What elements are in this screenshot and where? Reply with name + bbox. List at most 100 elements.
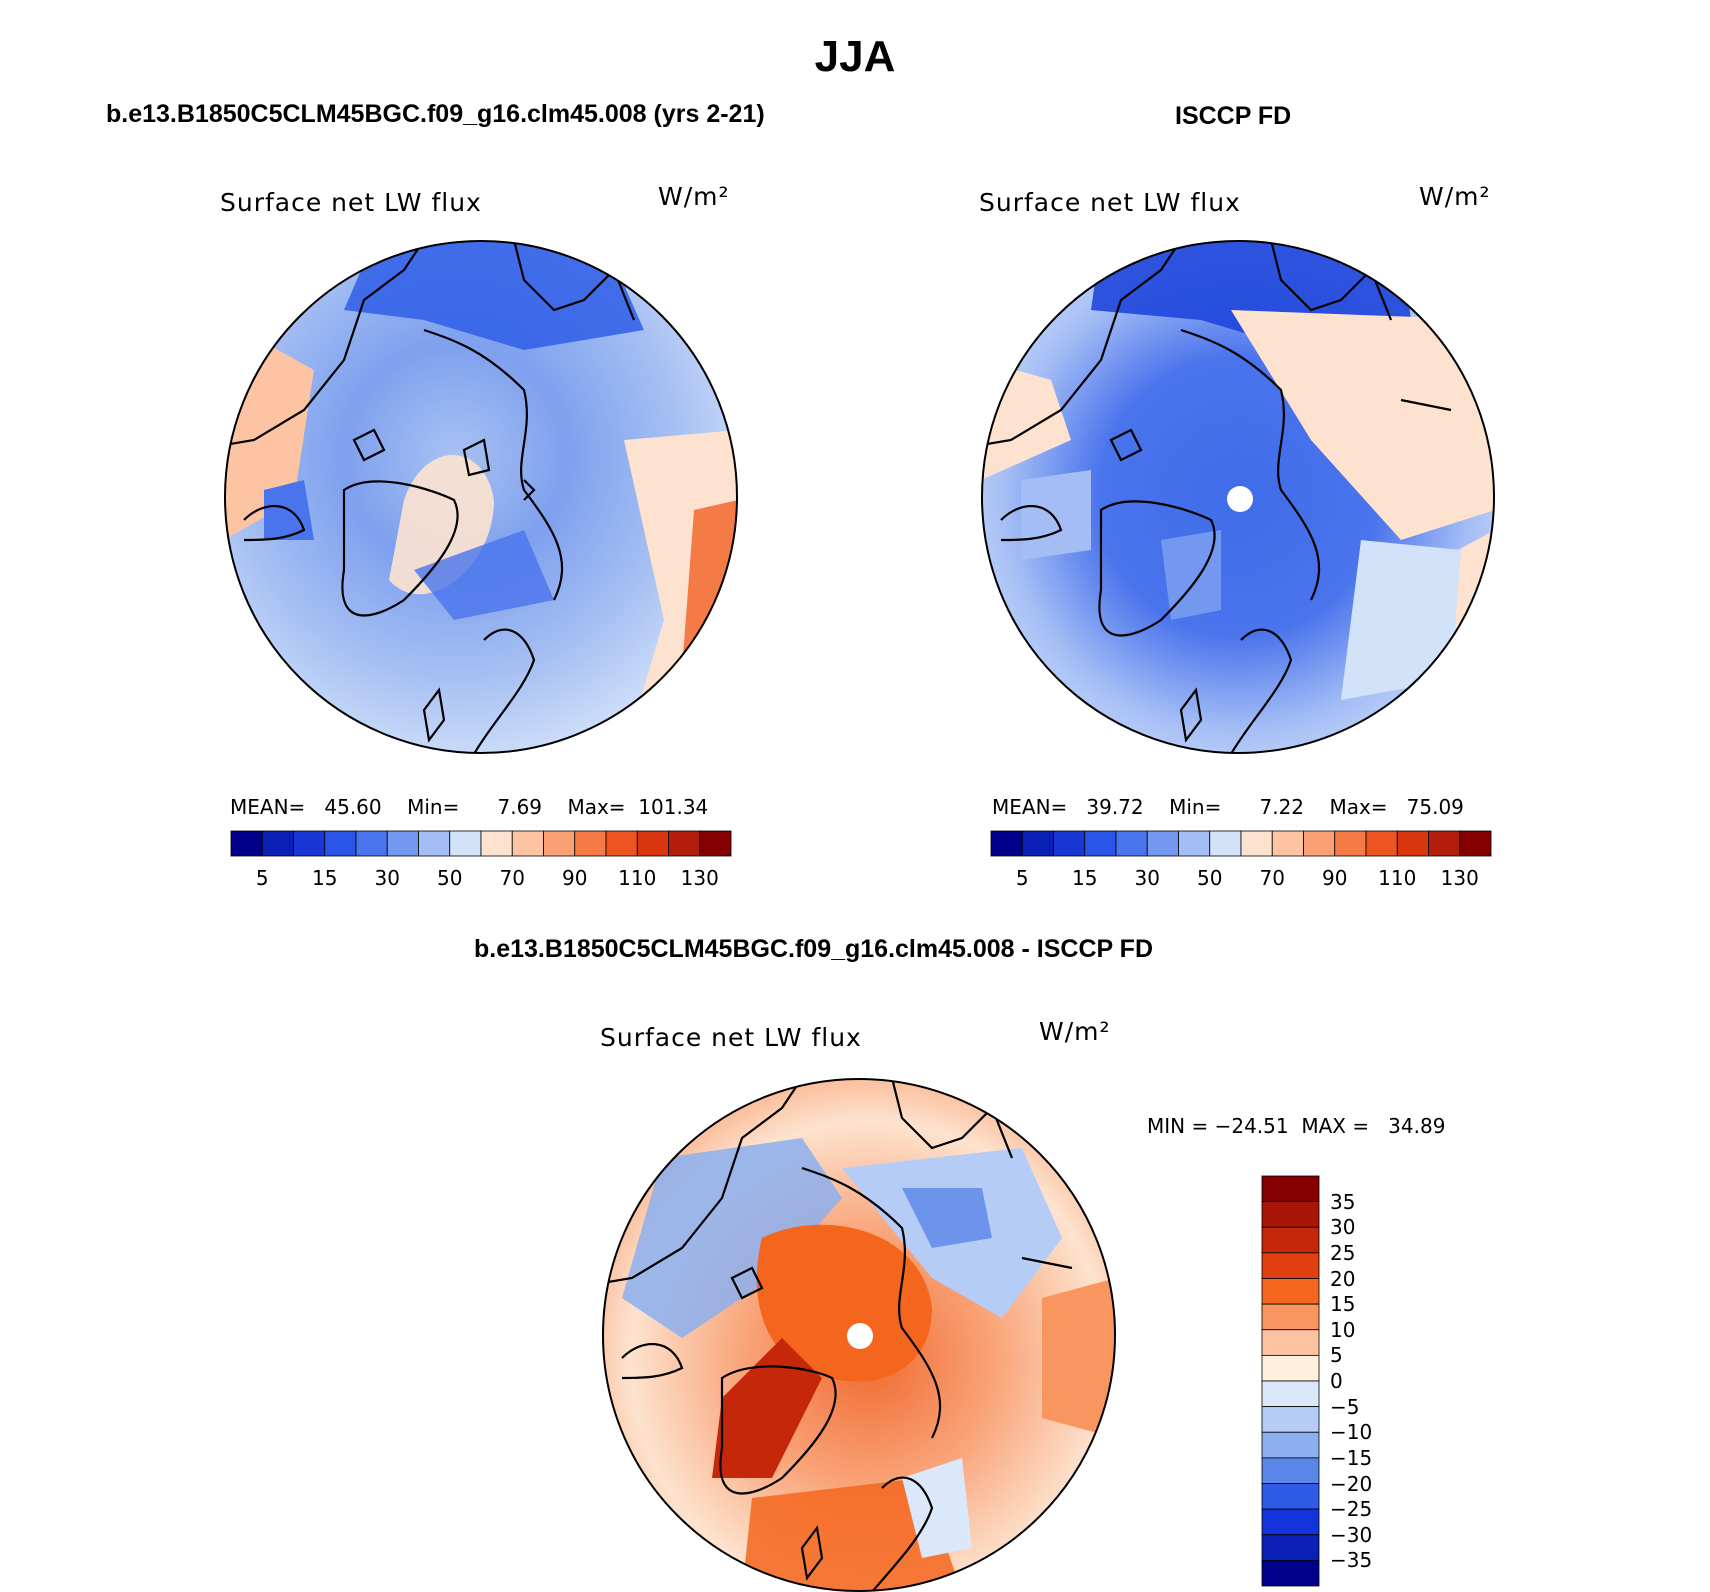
obs-colorbar-swatch [990,830,1023,857]
obs-polar-missing-dot [1227,486,1253,512]
obs-mean-value: 39.72 [1086,795,1144,819]
diff-colorbar-swatch [1261,1354,1320,1382]
diff-polar-map [602,1078,1116,1592]
model-case-title: b.e13.B1850C5CLM45BGC.f09_g16.clm45.008 … [106,100,765,128]
model-colorbar-swatch [293,830,326,857]
diff-colorbar-swatch [1261,1175,1320,1203]
model-colorbar-tick-label: 70 [499,866,525,890]
obs-colorbar-swatch [1021,830,1054,857]
model-units: W/m² [658,182,730,211]
diff-colorbar-swatch [1261,1278,1320,1305]
obs-polar-map [981,240,1495,754]
obs-colorbar-swatch [1334,830,1367,857]
obs-colorbar-swatch [1084,830,1117,857]
obs-colorbar-swatch [1271,830,1304,857]
obs-colorbar-swatch [1209,830,1242,857]
diff-colorbar-swatch [1261,1534,1320,1561]
model-colorbar [230,830,732,857]
model-colorbar-swatch [449,830,482,857]
model-colorbar-tick-label: 90 [562,866,588,890]
model-colorbar-swatch [636,830,669,857]
model-mean-label: MEAN= [230,795,306,819]
obs-colorbar-swatch [1396,830,1429,857]
obs-colorbar-swatch [1178,830,1211,857]
diff-colorbar-tick-label: −15 [1330,1445,1373,1470]
obs-mean-label: MEAN= [992,795,1068,819]
diff-colorbar-tick-label: 10 [1330,1317,1356,1342]
figure-title: JJA [814,32,896,81]
diff-colorbar-swatch [1261,1406,1320,1433]
diff-colorbar [1261,1175,1320,1587]
model-colorbar-tick-label: 30 [374,866,400,890]
diff-polar-missing-dot [847,1323,873,1349]
diff-colorbar-swatch [1261,1329,1320,1356]
diff-colorbar-swatch [1261,1226,1320,1254]
model-colorbar-swatch [668,830,701,857]
obs-units: W/m² [1419,182,1491,211]
model-colorbar-swatch [480,830,513,857]
obs-colorbar-swatch [1146,830,1179,857]
diff-colorbar-tick-label: −35 [1330,1548,1373,1573]
model-min-label: Min= [407,795,460,819]
obs-colorbar-swatch [1053,830,1086,857]
model-colorbar-swatch [699,830,732,857]
obs-colorbar-tick-label: 50 [1197,866,1223,890]
obs-colorbar-tick-label: 15 [1072,866,1098,890]
obs-colorbar-swatch [1303,830,1336,857]
obs-colorbar-tick-label: 30 [1134,866,1160,890]
diff-colorbar-swatch [1261,1380,1320,1408]
obs-colorbar-tick-label: 5 [1015,866,1029,890]
diff-colorbar-ticks: 35 30 25 20 15 10 5 0 −5 −10 −15 −20 −25 −30 −35 [1330,1176,1410,1586]
model-colorbar-swatch [324,830,357,857]
obs-max-value: 75.09 [1406,795,1464,819]
model-colorbar-tick-label: 110 [618,866,657,890]
model-colorbar-ticks: 5 15 30 50 70 90 110 130 [231,866,731,892]
diff-colorbar-tick-label: 35 [1330,1189,1356,1214]
model-colorbar-swatch [543,830,576,857]
model-mean-value: 45.60 [324,795,382,819]
model-colorbar-swatch [261,830,294,857]
model-colorbar-swatch [418,830,451,857]
obs-min-label: Min= [1169,795,1222,819]
diff-colorbar-tick-label: −25 [1330,1497,1373,1522]
model-max-value: 101.34 [638,795,709,819]
diff-variable-label: Surface net LW flux [600,1023,862,1052]
obs-colorbar-swatch [1365,830,1398,857]
model-colorbar-swatch [511,830,544,857]
diff-colorbar-swatch [1261,1252,1320,1279]
diff-colorbar-tick-label: −5 [1330,1394,1360,1419]
diff-max-label: MAX = [1301,1114,1370,1138]
model-colorbar-swatch [230,830,263,857]
obs-colorbar-tick-label: 130 [1440,866,1479,890]
model-variable-label: Surface net LW flux [220,188,482,217]
model-max-label: Max= [567,795,626,819]
obs-colorbar-ticks: 5 15 30 50 70 90 110 130 [991,866,1491,892]
obs-colorbar-swatch [1459,830,1492,857]
diff-min-value: −24.51 [1214,1114,1289,1138]
diff-colorbar-tick-label: 5 [1330,1343,1343,1368]
diff-colorbar-swatch [1261,1431,1320,1459]
diff-colorbar-swatch [1261,1508,1320,1536]
diff-colorbar-swatch [1261,1559,1320,1587]
model-min-value: 7.69 [497,795,543,819]
model-colorbar-tick-label: 15 [312,866,338,890]
obs-variable-label: Surface net LW flux [979,188,1241,217]
model-colorbar-tick-label: 50 [437,866,463,890]
diff-colorbar-tick-label: −10 [1330,1420,1373,1445]
diff-colorbar-swatch [1261,1303,1320,1331]
diff-colorbar-tick-label: −20 [1330,1471,1373,1496]
model-colorbar-swatch [355,830,388,857]
obs-colorbar [990,830,1492,857]
diff-colorbar-tick-label: 30 [1330,1215,1356,1240]
model-colorbar-tick-label: 130 [680,866,719,890]
model-colorbar-swatch [386,830,419,857]
diff-colorbar-tick-label: 20 [1330,1266,1356,1291]
model-stats: MEAN= 45.60 Min= 7.69 Max= 101.34 [230,795,708,819]
obs-colorbar-tick-label: 110 [1378,866,1417,890]
diff-colorbar-tick-label: 15 [1330,1292,1356,1317]
diff-stats: MIN = −24.51 MAX = 34.89 [1147,1114,1445,1138]
diff-case-title: b.e13.B1850C5CLM45BGC.f09_g16.clm45.008 … [474,935,1154,963]
model-colorbar-tick-label: 5 [255,866,269,890]
obs-min-value: 7.22 [1259,795,1305,819]
model-polar-map [224,240,738,754]
